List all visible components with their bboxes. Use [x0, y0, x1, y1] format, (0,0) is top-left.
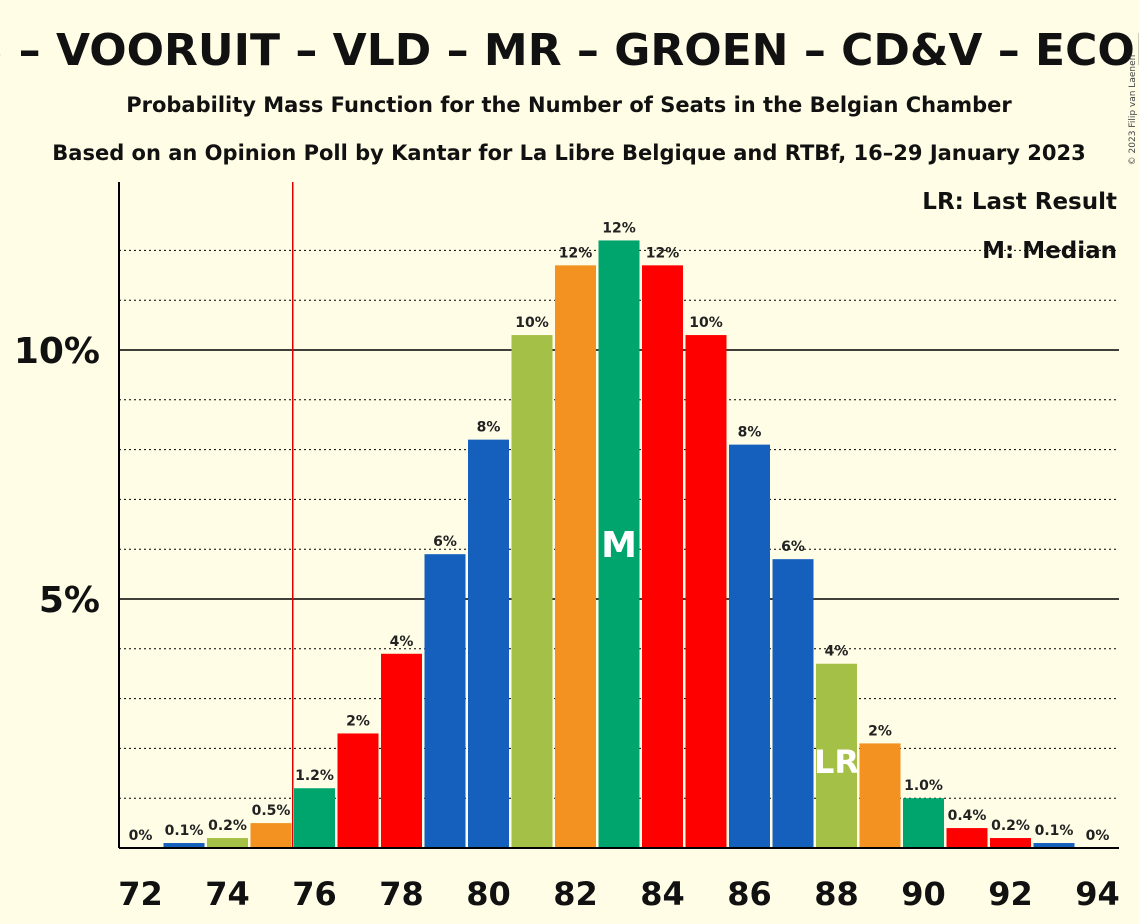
legend-last-result: LR: Last Result: [922, 189, 1117, 215]
bar-74: [207, 838, 248, 848]
last-result-marker: LR: [814, 743, 859, 781]
bar-88: [816, 663, 857, 848]
bar-label-86: 8%: [738, 425, 762, 441]
bar-90: [903, 798, 944, 848]
bar-label-80: 8%: [477, 420, 501, 436]
bar-92: [990, 838, 1031, 848]
bar-label-89: 2%: [868, 723, 892, 739]
bar-label-77: 2%: [346, 713, 370, 729]
bar-label-85: 10%: [689, 315, 723, 331]
bars: [163, 240, 1075, 849]
bar-75: [250, 823, 292, 848]
bar-87: [772, 559, 814, 848]
bar-80: [468, 439, 509, 848]
chart-subtitle-2: Based on an Opinion Poll by Kantar for L…: [52, 141, 1085, 165]
bar-81: [511, 335, 553, 848]
x-tick-label: 88: [814, 875, 859, 913]
bar-label-84: 12%: [646, 245, 680, 261]
bar-label-76: 1.2%: [295, 768, 334, 784]
bar-value-labels: 0% 0.1% 0.2%0.5%1.2%2%4%6%8%10%12%12%12%10…: [129, 220, 1110, 844]
chart-subtitle: Probability Mass Function for the Number…: [126, 93, 1012, 117]
x-tick-label: 84: [640, 875, 685, 913]
bar-label-74: 0.2%: [208, 818, 247, 834]
bar-label-92: 0.2%: [991, 818, 1030, 834]
bar-77: [337, 733, 379, 848]
bar-82: [555, 265, 596, 849]
x-tick-label: 72: [118, 875, 163, 913]
bar-label-81: 10%: [515, 315, 549, 331]
bar-label-93: 0.1%: [1035, 823, 1074, 839]
chart-title: PS – VOORUIT – VLD – MR – GROEN – CD&V –…: [0, 25, 1139, 76]
bar-78: [381, 653, 422, 848]
y-tick-labels: 5% 10%: [14, 331, 100, 621]
bar-label-91: 0.4%: [948, 808, 987, 824]
bar-label-75: 0.5%: [252, 803, 291, 819]
bar-label-73: 0.1%: [165, 823, 204, 839]
median-marker: M: [601, 525, 637, 566]
bar-label-79: 6%: [433, 534, 457, 550]
bar-93: [1033, 843, 1075, 848]
y-tick-label: 5%: [39, 580, 100, 621]
x-tick-label: 92: [988, 875, 1033, 913]
bar-label-83: 12%: [602, 220, 636, 236]
bar-84: [642, 265, 683, 849]
bar-label-78: 4%: [390, 634, 414, 650]
bar-73: [163, 843, 205, 848]
bar-label-90: 1.0%: [904, 778, 943, 794]
x-tick-label: 76: [292, 875, 337, 913]
bar-85: [685, 335, 727, 848]
x-tick-label: 86: [727, 875, 772, 913]
bar-76: [294, 788, 335, 848]
bar-83: [598, 240, 640, 848]
bar-79: [424, 554, 466, 848]
bar-label-82: 12%: [559, 245, 593, 261]
bar-markers: M LR: [601, 525, 859, 781]
x-tick-label: 78: [379, 875, 424, 913]
bar-label-94: 0%: [1086, 828, 1110, 844]
copyright: © 2023 Filip van Laenen: [1128, 55, 1138, 166]
x-tick-labels: 72 74 76 78 80 82 84 86 88 90 92 94: [118, 875, 1120, 913]
x-tick-label: 82: [553, 875, 598, 913]
bar-89: [859, 743, 901, 848]
x-tick-label: 80: [466, 875, 511, 913]
bar-label-72: 0%: [129, 828, 153, 844]
bar-label-88: 4%: [825, 644, 849, 660]
x-tick-label: 74: [205, 875, 250, 913]
bar-label-87: 6%: [781, 539, 805, 555]
bar-91: [946, 828, 988, 848]
x-tick-label: 90: [901, 875, 946, 913]
x-tick-label: 94: [1075, 875, 1120, 913]
legend-median: M: Median: [982, 238, 1117, 264]
bar-86: [729, 444, 770, 848]
y-tick-label: 10%: [14, 331, 100, 372]
